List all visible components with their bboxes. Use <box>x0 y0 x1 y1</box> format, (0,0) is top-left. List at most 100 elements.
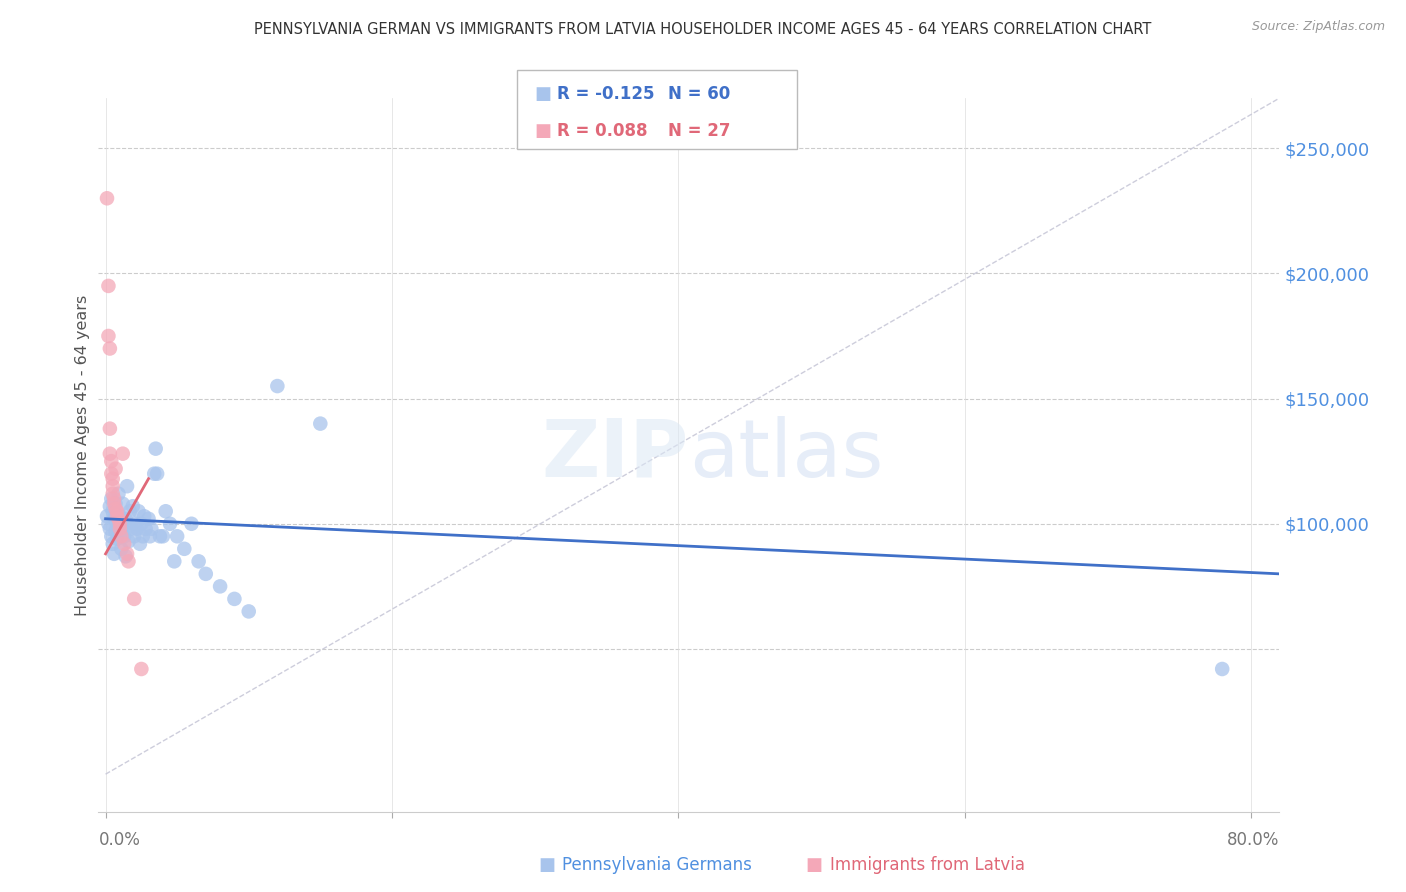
Point <box>118 504 141 518</box>
Text: N = 27: N = 27 <box>668 122 730 140</box>
Text: R = 0.088: R = 0.088 <box>557 122 647 140</box>
Point <box>97 279 120 293</box>
Point <box>146 467 169 481</box>
Point <box>115 547 138 561</box>
Point <box>117 534 139 549</box>
Point <box>124 516 146 531</box>
Point <box>104 497 127 511</box>
Point <box>105 532 128 546</box>
Text: 0.0%: 0.0% <box>98 831 141 849</box>
Text: ■: ■ <box>806 856 823 874</box>
Point <box>101 504 124 518</box>
Point <box>107 487 129 501</box>
Point <box>173 541 195 556</box>
Point <box>104 501 127 516</box>
Point <box>105 504 128 518</box>
Point <box>194 566 217 581</box>
Point <box>96 509 118 524</box>
Point <box>120 522 142 536</box>
Point <box>104 461 127 475</box>
Text: R = -0.125: R = -0.125 <box>557 85 654 103</box>
Point <box>1211 662 1233 676</box>
Point <box>135 522 157 536</box>
Point <box>166 529 188 543</box>
Text: Immigrants from Latvia: Immigrants from Latvia <box>830 856 1025 874</box>
Point <box>108 516 131 531</box>
Point <box>114 512 136 526</box>
Point <box>100 529 122 543</box>
Point <box>125 522 148 536</box>
Point <box>159 516 181 531</box>
Point <box>163 554 186 568</box>
Text: N = 60: N = 60 <box>668 85 730 103</box>
Text: ■: ■ <box>534 85 551 103</box>
Point <box>103 497 125 511</box>
Point <box>100 454 122 468</box>
Point <box>98 500 121 514</box>
Point <box>266 379 288 393</box>
Point <box>114 549 136 564</box>
Point <box>98 422 121 436</box>
Point <box>143 467 166 481</box>
Point <box>129 537 152 551</box>
Text: atlas: atlas <box>689 416 883 494</box>
Point <box>104 524 127 539</box>
Point <box>108 522 131 536</box>
Point <box>122 591 145 606</box>
Point <box>96 191 118 205</box>
Point <box>98 447 121 461</box>
Text: ■: ■ <box>534 122 551 140</box>
Point <box>101 472 124 486</box>
Point <box>149 529 172 543</box>
Point <box>98 522 121 536</box>
Point <box>115 516 138 531</box>
Text: ZIP: ZIP <box>541 416 689 494</box>
Point <box>98 342 121 356</box>
Point <box>209 579 232 593</box>
Point <box>101 479 124 493</box>
Point <box>309 417 332 431</box>
Point <box>100 491 122 506</box>
Point <box>111 522 134 536</box>
Point <box>115 479 138 493</box>
Point <box>155 504 177 518</box>
Point <box>111 497 134 511</box>
Point <box>141 522 163 536</box>
Y-axis label: Householder Income Ages 45 - 64 years: Householder Income Ages 45 - 64 years <box>75 294 90 615</box>
Point <box>110 529 132 543</box>
Point <box>132 529 155 543</box>
Point <box>134 509 156 524</box>
Point <box>103 512 125 526</box>
Point <box>111 447 134 461</box>
Text: ■: ■ <box>538 856 555 874</box>
Point <box>180 516 202 531</box>
Point <box>121 500 143 514</box>
Point <box>238 604 260 618</box>
Point <box>105 516 128 531</box>
Point <box>103 547 125 561</box>
Point <box>110 541 132 556</box>
Point <box>138 512 160 526</box>
Text: PENNSYLVANIA GERMAN VS IMMIGRANTS FROM LATVIA HOUSEHOLDER INCOME AGES 45 - 64 YE: PENNSYLVANIA GERMAN VS IMMIGRANTS FROM L… <box>254 22 1152 37</box>
Point <box>103 491 125 506</box>
Text: 80.0%: 80.0% <box>1227 831 1279 849</box>
Point <box>108 509 131 524</box>
Point <box>139 529 162 543</box>
Point <box>108 526 131 541</box>
Text: Source: ZipAtlas.com: Source: ZipAtlas.com <box>1251 20 1385 33</box>
Point <box>152 529 174 543</box>
Point <box>107 512 129 526</box>
Point <box>187 554 209 568</box>
Point <box>117 554 139 568</box>
Point <box>224 591 246 606</box>
Point <box>145 442 167 456</box>
Text: Pennsylvania Germans: Pennsylvania Germans <box>562 856 752 874</box>
Point <box>131 516 153 531</box>
Point <box>101 537 124 551</box>
Point <box>128 504 150 518</box>
Point <box>112 529 135 543</box>
Point <box>97 329 120 343</box>
Point <box>101 487 124 501</box>
Point <box>122 529 145 543</box>
Point <box>97 516 120 531</box>
